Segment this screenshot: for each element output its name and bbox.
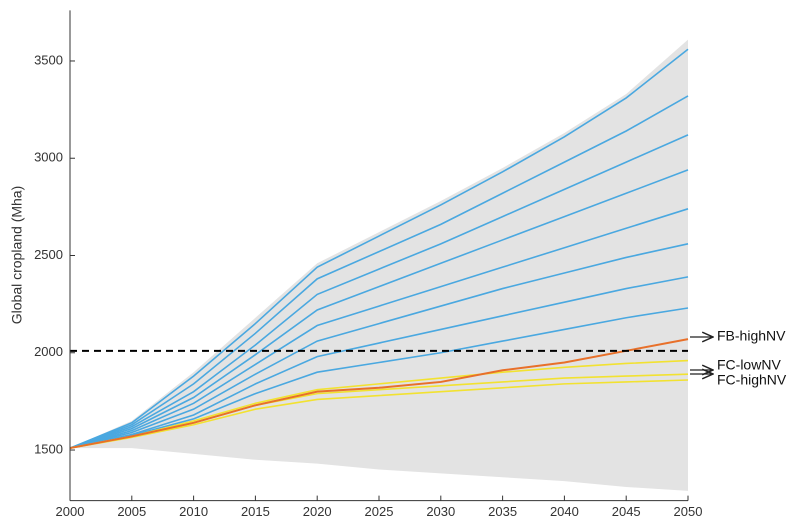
x-tick-label: 2045	[612, 504, 641, 519]
annotation: FB-highNV	[717, 328, 786, 344]
series-line	[69, 95, 689, 449]
x-tick-label: 2030	[426, 504, 455, 519]
x-tick-label: 2035	[488, 504, 517, 519]
x-tick-label: 2040	[550, 504, 579, 519]
x-tick-label: 2000	[56, 504, 85, 519]
series-line	[69, 169, 689, 449]
y-axis-label: Global cropland (Mha)	[9, 186, 25, 325]
y-tick-label: 1500	[34, 441, 63, 456]
y-tick-label: 3000	[34, 150, 63, 165]
series-line	[69, 307, 689, 449]
envelope-area	[70, 39, 688, 491]
x-tick-label: 2025	[365, 504, 394, 519]
annotation: FC-highNV	[717, 372, 787, 388]
series-line	[69, 208, 689, 449]
series-line	[69, 379, 689, 449]
y-tick-label: 2500	[34, 247, 63, 262]
series-line	[69, 359, 689, 449]
y-tick-label: 2000	[34, 344, 63, 359]
x-tick-label: 2005	[117, 504, 146, 519]
x-tick-label: 2020	[303, 504, 332, 519]
series-line	[69, 134, 689, 449]
series-line	[69, 338, 689, 450]
series-line	[69, 243, 689, 449]
x-tick-label: 2015	[241, 504, 270, 519]
series-line	[69, 276, 689, 449]
series-line	[69, 48, 689, 449]
y-tick-label: 3500	[34, 52, 63, 67]
annotation: FC-lowNV	[717, 357, 781, 373]
x-tick-label: 2010	[179, 504, 208, 519]
x-tick-label: 2050	[674, 504, 703, 519]
